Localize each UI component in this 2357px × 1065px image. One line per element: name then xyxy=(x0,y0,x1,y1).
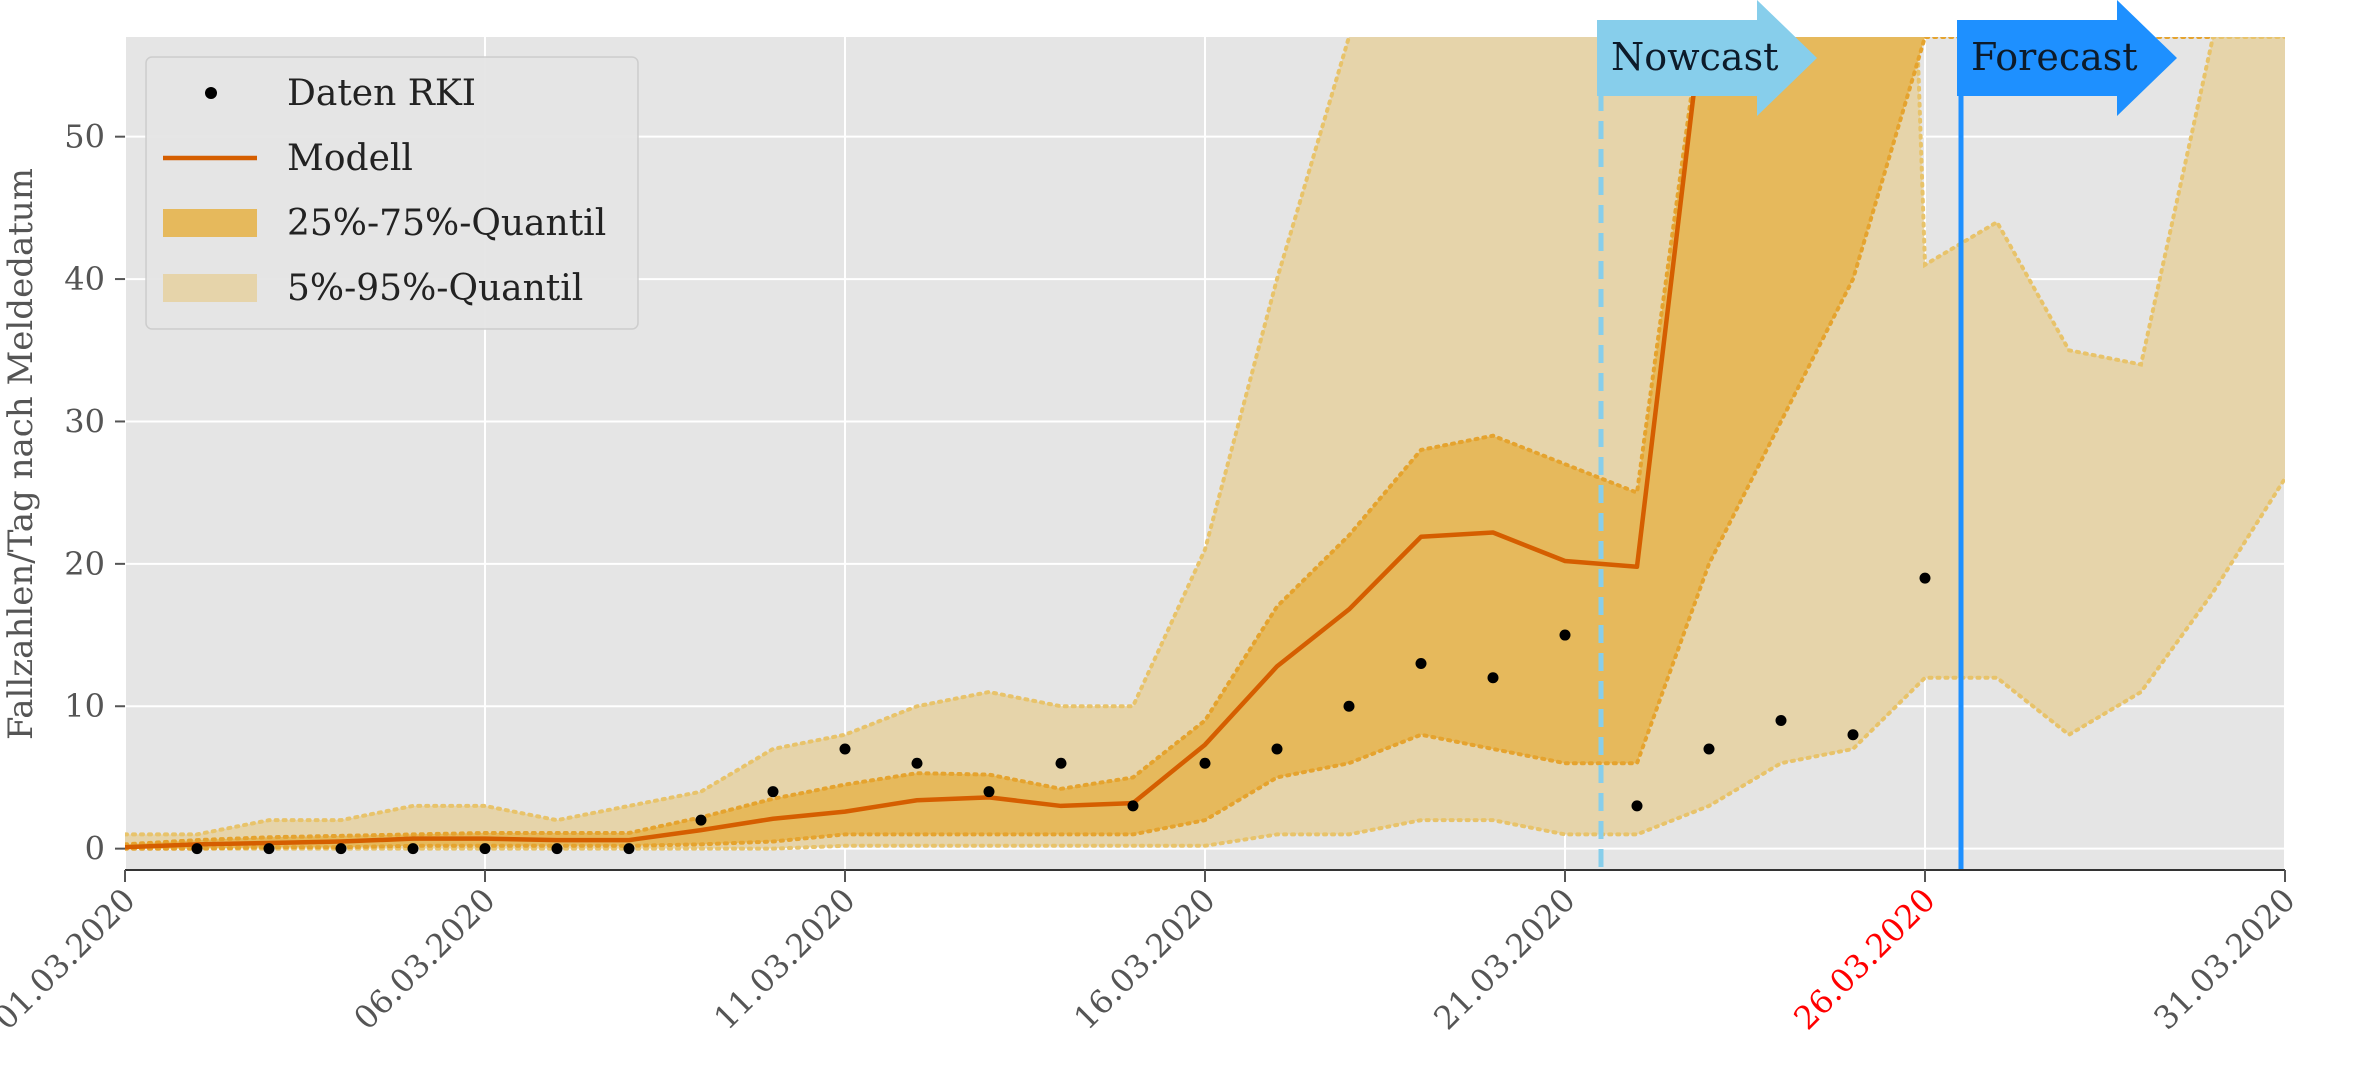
y-tick-label: 30 xyxy=(64,402,105,440)
model-line xyxy=(125,37,1703,850)
quantile-5-95-band-upper-edge xyxy=(125,37,2285,837)
data-point xyxy=(1127,800,1139,812)
forecast-label: Forecast xyxy=(1971,35,2138,79)
data-point xyxy=(191,843,203,855)
y-tick-label: 0 xyxy=(85,830,105,868)
legend: Daten RKI Modell 25%-75%-Quantil 5%-95%-Qua… xyxy=(145,56,639,330)
nowcast-label: Nowcast xyxy=(1611,35,1778,79)
data-point xyxy=(1343,700,1355,712)
legend-label: Daten RKI xyxy=(287,73,476,114)
y-tick-label: 40 xyxy=(64,260,105,298)
data-point xyxy=(1631,800,1643,812)
data-point xyxy=(1271,743,1283,755)
data-point xyxy=(623,843,635,855)
legend-dot-swatch xyxy=(205,87,217,99)
legend-label: 25%-75%-Quantil xyxy=(287,203,606,244)
data-points xyxy=(191,572,1931,855)
legend-light-band-swatch xyxy=(163,274,257,302)
data-point xyxy=(479,843,491,855)
x-tick-label: 31.03.2020 xyxy=(2146,881,2302,1037)
y-tick-label: 10 xyxy=(64,687,105,725)
model-line-group xyxy=(125,37,1703,850)
data-point xyxy=(263,843,275,855)
x-tick-label: 06.03.2020 xyxy=(346,881,502,1037)
x-tick-label: 21.03.2020 xyxy=(1426,881,1582,1037)
y-tick-label: 50 xyxy=(64,118,105,156)
x-tick-label: 16.03.2020 xyxy=(1066,881,1222,1037)
data-point xyxy=(1703,743,1715,755)
x-tick-label: 11.03.2020 xyxy=(706,881,862,1037)
data-point xyxy=(1487,672,1499,684)
forecast-arrow xyxy=(1957,0,2177,116)
legend-label: Modell xyxy=(287,138,413,179)
legend-label: 5%-95%-Quantil xyxy=(287,268,583,309)
data-point xyxy=(1055,757,1067,769)
data-point xyxy=(1847,729,1859,741)
data-point xyxy=(767,786,779,798)
x-tick-label: 26.03.2020 xyxy=(1786,881,1942,1037)
data-point xyxy=(1199,757,1211,769)
quantile-25-75-band-area xyxy=(125,37,2213,849)
data-point xyxy=(1415,658,1427,670)
y-tick-label: 20 xyxy=(64,545,105,583)
nowcast-arrow xyxy=(1597,0,1817,116)
annotations: Nowcast Forecast xyxy=(1597,0,2177,870)
data-point xyxy=(1919,572,1931,584)
data-point xyxy=(335,843,347,855)
data-point xyxy=(695,814,707,826)
quantile-25-75-band-upper-edge xyxy=(125,37,1702,847)
data-point xyxy=(839,743,851,755)
data-point xyxy=(1559,629,1571,641)
legend-box xyxy=(145,56,639,330)
x-tick-label: 01.03.2020 xyxy=(0,881,143,1037)
data-point xyxy=(551,843,563,855)
data-point xyxy=(983,786,995,798)
y-axis-title: Fallzahlen/Tag nach Meldedatum xyxy=(1,168,41,740)
legend-dark-band-swatch xyxy=(163,209,257,237)
data-point xyxy=(1775,714,1787,726)
data-point xyxy=(407,843,419,855)
data-point xyxy=(911,757,923,769)
